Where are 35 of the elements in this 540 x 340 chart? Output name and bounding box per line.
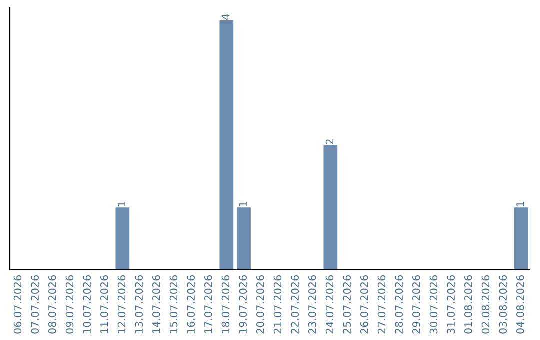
x-tick-label: 11.07.2026 <box>100 276 108 334</box>
x-tick-label: 30.07.2026 <box>430 276 438 334</box>
x-tick-label: 01.08.2026 <box>464 276 472 334</box>
data-label: 4 <box>222 14 230 20</box>
data-label: 1 <box>239 202 247 206</box>
x-tick-label: 15.07.2026 <box>170 276 178 334</box>
x-tick-label: 09.07.2026 <box>66 276 74 334</box>
x-tick-label: 02.08.2026 <box>482 276 490 334</box>
x-tick-label: 04.08.2026 <box>516 276 524 334</box>
data-label: 1 <box>118 202 126 206</box>
x-tick-label: 16.07.2026 <box>187 276 196 334</box>
x-tick-label: 17.07.2026 <box>204 276 212 334</box>
x-tick-label: 20.07.2026 <box>256 276 264 334</box>
x-tick-label: 28.07.2026 <box>395 276 404 334</box>
x-tick-label: 13.07.2026 <box>135 276 144 334</box>
x-tick-label: 26.07.2026 <box>360 276 368 334</box>
data-label: 2 <box>326 140 334 144</box>
x-tick-label: 08.07.2026 <box>48 276 56 334</box>
x-tick-label: 24.07.2026 <box>326 276 334 334</box>
x-tick-label: 18.07.2026 <box>222 276 230 334</box>
x-tick-label: 25.07.2026 <box>343 276 352 334</box>
data-label: 1 <box>516 202 524 206</box>
x-tick-label: 21.07.2026 <box>274 276 282 334</box>
x-tick-label: 14.07.2026 <box>152 276 160 334</box>
x-tick-label: 22.07.2026 <box>291 276 300 334</box>
x-tick-label: 03.08.2026 <box>499 276 508 334</box>
x-tick-label: 10.07.2026 <box>83 276 92 334</box>
x-tick-label: 19.07.2026 <box>239 276 248 334</box>
x-tick-label: 29.07.2026 <box>412 276 420 334</box>
x-tick-label: 06.07.2026 <box>14 276 22 334</box>
x-tick-label: 23.07.2026 <box>308 276 316 334</box>
x-tick-label: 27.07.2026 <box>378 276 386 334</box>
x-tick-label: 31.07.2026 <box>447 276 456 334</box>
x-tick-label: 07.07.2026 <box>31 276 40 334</box>
x-tick-label: 12.07.2026 <box>118 276 126 334</box>
